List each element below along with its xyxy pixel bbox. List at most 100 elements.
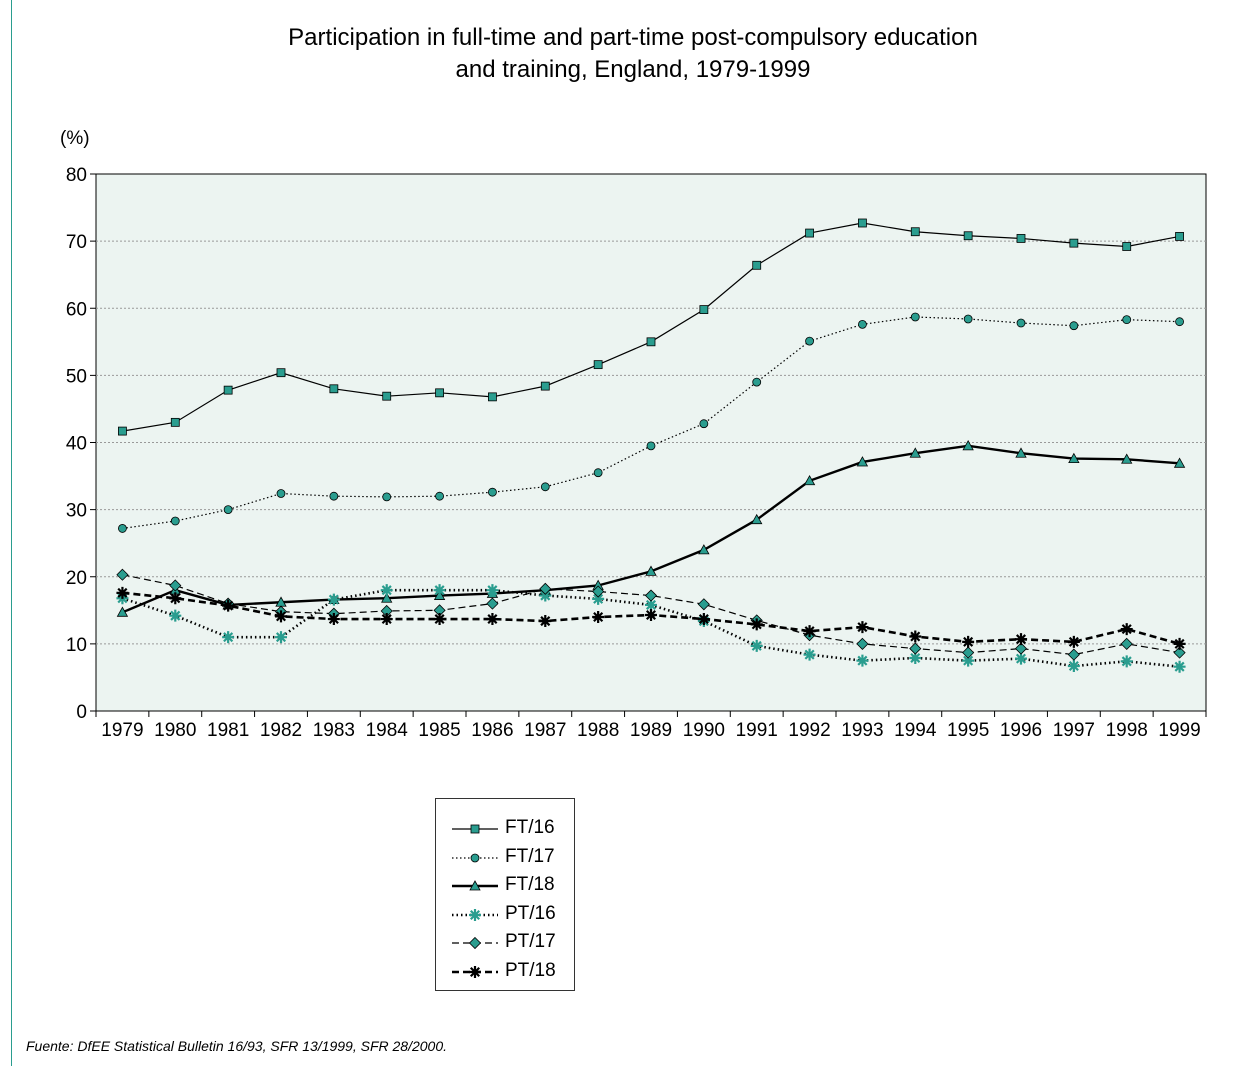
y-tick-label: 80 <box>66 165 87 186</box>
legend-item: PT/17 <box>436 929 576 957</box>
data-point <box>327 613 340 626</box>
data-point <box>486 613 499 626</box>
data-point <box>1067 660 1080 673</box>
data-point <box>433 613 446 626</box>
data-point <box>1175 232 1184 241</box>
data-point <box>592 585 605 598</box>
data-point <box>1015 447 1027 458</box>
data-point <box>118 426 127 436</box>
x-tick-label: 1998 <box>1106 720 1148 741</box>
data-point <box>488 392 497 402</box>
data-point <box>1122 315 1132 325</box>
data-point <box>1069 321 1079 331</box>
data-point <box>1015 633 1027 646</box>
data-point <box>540 381 550 391</box>
data-point <box>222 631 235 644</box>
legend-label: FT/18 <box>505 874 555 895</box>
x-tick-label: 1980 <box>154 720 196 741</box>
data-point <box>435 388 444 398</box>
data-point <box>329 384 339 394</box>
data-point <box>1173 660 1186 673</box>
source-note: Fuente: DfEE Statistical Bulletin 16/93,… <box>26 1038 448 1054</box>
data-point <box>856 654 869 667</box>
series-pt-16 <box>116 584 1186 673</box>
data-point <box>327 593 340 606</box>
data-point <box>856 637 869 650</box>
y-tick-label: 0 <box>76 702 87 723</box>
y-tick-label: 30 <box>66 501 87 522</box>
data-point <box>803 474 816 486</box>
y-tick-label: 70 <box>66 232 87 253</box>
data-point <box>486 597 499 610</box>
x-tick-label: 1982 <box>260 720 302 741</box>
x-tick-label: 1979 <box>101 720 143 741</box>
data-point <box>858 218 867 228</box>
data-point <box>169 592 182 605</box>
data-point <box>593 468 603 478</box>
legend-swatch <box>452 965 498 978</box>
y-axis-ticks: 0 10 20 30 40 50 60 70 80 <box>66 165 96 723</box>
x-tick-label: 1992 <box>788 720 830 741</box>
data-point <box>697 613 710 626</box>
x-tick-label: 1994 <box>894 720 937 741</box>
data-point <box>540 482 550 492</box>
y-tick-label: 20 <box>66 568 87 589</box>
data-point <box>856 456 869 467</box>
x-tick-label: 1981 <box>207 720 249 741</box>
data-point <box>169 609 182 622</box>
data-point <box>1069 238 1079 248</box>
data-point <box>539 582 552 595</box>
data-point <box>382 391 392 401</box>
series-pt-17 <box>116 568 1186 661</box>
line-chart: Participation in full-time and part-time… <box>60 24 1207 741</box>
chart-title: Participation in full-time and part-time… <box>288 24 978 51</box>
data-point <box>1120 655 1133 668</box>
x-tick-label: 1983 <box>313 720 355 741</box>
series-line <box>122 574 1180 656</box>
data-point <box>1014 642 1028 655</box>
data-point <box>697 598 710 611</box>
data-point <box>169 579 182 592</box>
data-point <box>223 385 233 395</box>
data-point <box>276 489 286 498</box>
data-point <box>909 642 922 655</box>
data-point <box>909 630 922 643</box>
data-point <box>856 621 869 634</box>
data-point <box>116 568 129 581</box>
y-tick-label: 60 <box>66 299 87 320</box>
data-point <box>488 487 497 497</box>
legend-swatch <box>452 824 498 834</box>
data-point <box>752 260 762 270</box>
data-point <box>910 227 920 237</box>
data-point <box>1173 457 1186 468</box>
legend-label: FT/16 <box>505 817 555 838</box>
data-point <box>699 419 709 429</box>
y-axis-label: (%) <box>60 128 90 149</box>
chart-subtitle: and training, England, 1979-1999 <box>456 56 811 83</box>
x-tick-label: 1986 <box>471 720 513 741</box>
data-point <box>963 231 973 241</box>
legend-marker <box>468 936 482 950</box>
x-tick-label: 1987 <box>524 720 566 741</box>
legend-swatch <box>452 936 498 950</box>
series-pt-18 <box>116 586 1186 650</box>
data-point <box>275 631 287 644</box>
x-tick-label: 1999 <box>1158 720 1200 741</box>
data-point <box>116 586 129 599</box>
series-ft-16 <box>118 218 1184 436</box>
data-point <box>805 336 814 346</box>
data-point <box>751 513 763 525</box>
x-tick-label: 1991 <box>736 720 778 741</box>
legend-marker <box>470 853 480 862</box>
data-point <box>803 625 816 638</box>
x-tick-label: 1997 <box>1053 720 1095 741</box>
legend-marker <box>469 908 481 921</box>
data-point <box>750 639 763 652</box>
data-point <box>539 615 552 628</box>
legend-item: FT/16 <box>436 815 576 843</box>
data-point <box>1068 452 1080 464</box>
data-point <box>116 606 129 617</box>
data-point <box>646 337 656 347</box>
data-point <box>962 440 974 451</box>
data-point <box>858 319 867 329</box>
